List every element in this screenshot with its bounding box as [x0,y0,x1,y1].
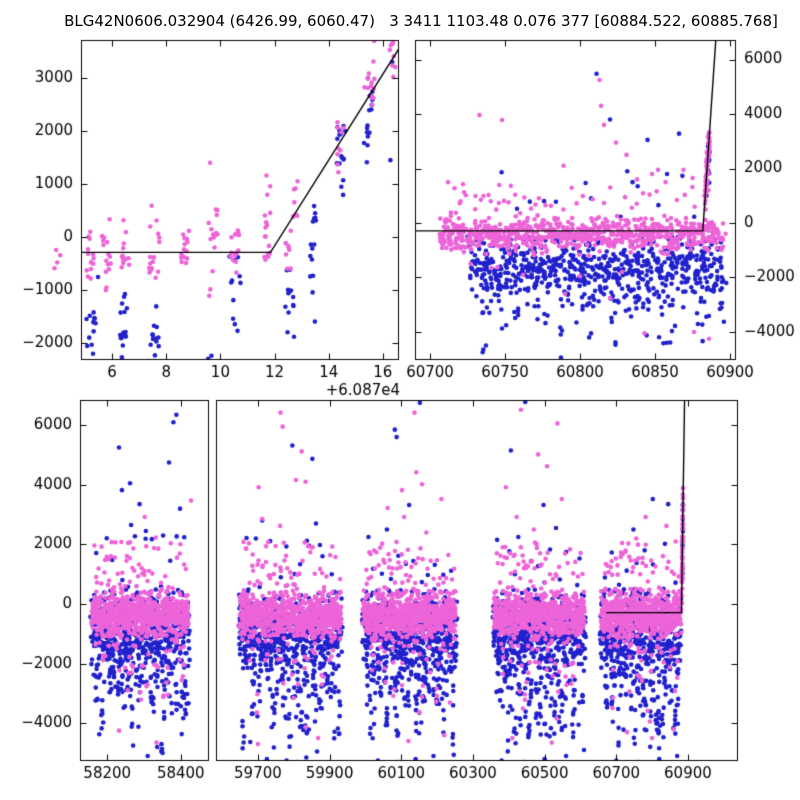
scatter-plots-canvas [0,0,800,800]
light-curve-figure: BLG42N0606.032904 (6426.99, 6060.47) 3 3… [0,0,800,800]
